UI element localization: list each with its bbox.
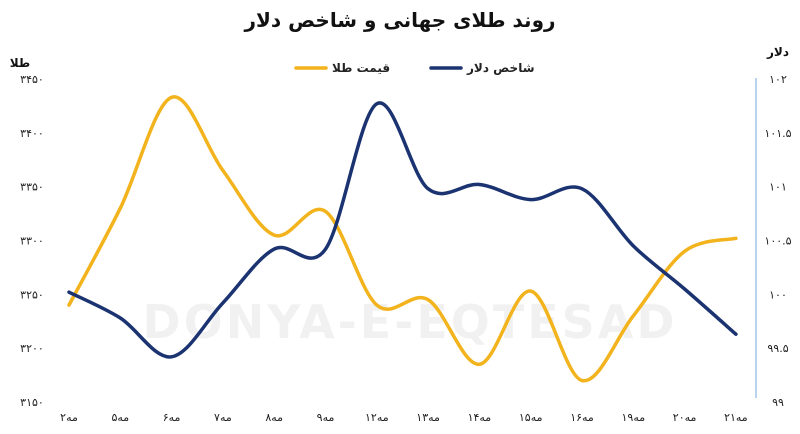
right-tick-label: ۱۰۰.۵ [764, 235, 791, 248]
left-tick-label: ۳۴۰۰ [20, 127, 44, 140]
x-tick-label: ۵مه [111, 411, 129, 424]
left-tick-label: ۳۳۵۰ [20, 181, 44, 194]
x-tick-label: ۲۱مه [724, 411, 748, 424]
data-point [734, 236, 738, 240]
data-point [631, 314, 635, 318]
data-point [631, 244, 635, 248]
right-tick-label: ۱۰۰ [769, 288, 787, 301]
data-point [734, 332, 738, 336]
series-layer [67, 95, 738, 383]
data-point [683, 249, 687, 253]
data-point [221, 301, 225, 305]
right-axis-ticks: ۱۰۲ ۱۰۱.۵ ۱۰۱ ۱۰۰.۵ ۱۰۰ ۹۹.۵ ۹۹ [764, 73, 791, 409]
series-points [67, 95, 738, 382]
right-tick-label: ۱۰۱.۵ [764, 127, 791, 140]
x-tick-label: ۸مه [265, 411, 283, 424]
data-point [67, 290, 71, 294]
series-points [67, 102, 738, 359]
data-point [683, 287, 687, 291]
data-point [375, 102, 379, 106]
x-tick-label: ۱۴مه [468, 411, 492, 424]
left-axis-ticks: ۳۴۵۰ ۳۴۰۰ ۳۳۵۰ ۳۳۰۰ ۳۲۵۰ ۳۲۰۰ ۳۱۵۰ [20, 73, 44, 409]
x-tick-label: ۲مه [60, 411, 78, 424]
x-tick-label: ۲۰مه [673, 411, 697, 424]
left-tick-label: ۳۱۵۰ [20, 396, 44, 409]
data-point [272, 247, 276, 251]
data-point [426, 187, 430, 191]
data-point [375, 303, 379, 307]
left-tick-label: ۳۴۵۰ [20, 73, 44, 86]
data-point [529, 198, 533, 202]
data-point [477, 183, 481, 187]
right-axis-unit: دلار [766, 45, 789, 59]
data-point [221, 169, 225, 173]
data-point [477, 362, 481, 366]
data-point [580, 187, 584, 191]
right-tick-label: ۹۹ [772, 396, 784, 409]
data-point [118, 316, 122, 320]
data-point [324, 209, 327, 213]
x-tick-label: ۱۶مه [570, 411, 594, 424]
series-line [67, 101, 738, 359]
data-point [170, 95, 174, 99]
data-point [67, 303, 71, 307]
data-point [118, 206, 122, 210]
data-point [324, 247, 327, 251]
x-axis-ticks: ۲مه ۵مه ۶مه ۷مه ۸مه ۹مه ۱۲مه ۱۳مه ۱۴مه ۱۵مه ۱۶مه ۱۹… [60, 411, 748, 424]
x-tick-label: ۱۳مه [416, 411, 440, 424]
right-tick-label: ۹۹.۵ [767, 342, 788, 355]
legend: قیمت طلا شاخص دلار [294, 61, 535, 75]
x-tick-label: ۶مه [163, 411, 181, 424]
x-tick-label: ۷مه [214, 411, 232, 424]
data-point [426, 298, 430, 302]
data-point [272, 233, 276, 237]
x-tick-label: ۹مه [317, 411, 335, 424]
left-tick-label: ۳۲۵۰ [20, 288, 44, 301]
legend-label: قیمت طلا [332, 61, 390, 75]
data-point [529, 289, 533, 293]
watermark: DONYA-E-EQTESAD [142, 295, 677, 349]
data-point [580, 378, 584, 382]
right-tick-label: ۱۰۱ [769, 181, 787, 194]
x-tick-label: ۱۲مه [365, 411, 389, 424]
left-tick-label: ۳۳۰۰ [20, 235, 44, 248]
chart-title: روند طلای جهانی و شاخص دلار [243, 8, 555, 32]
data-point [170, 355, 174, 359]
right-tick-label: ۱۰۲ [769, 73, 787, 86]
x-tick-label: ۱۹مه [621, 411, 645, 424]
left-axis-unit: طلا [10, 56, 30, 70]
left-tick-label: ۳۲۰۰ [20, 342, 44, 355]
x-tick-label: ۱۵مه [519, 411, 543, 424]
legend-label: شاخص دلار [466, 61, 535, 75]
